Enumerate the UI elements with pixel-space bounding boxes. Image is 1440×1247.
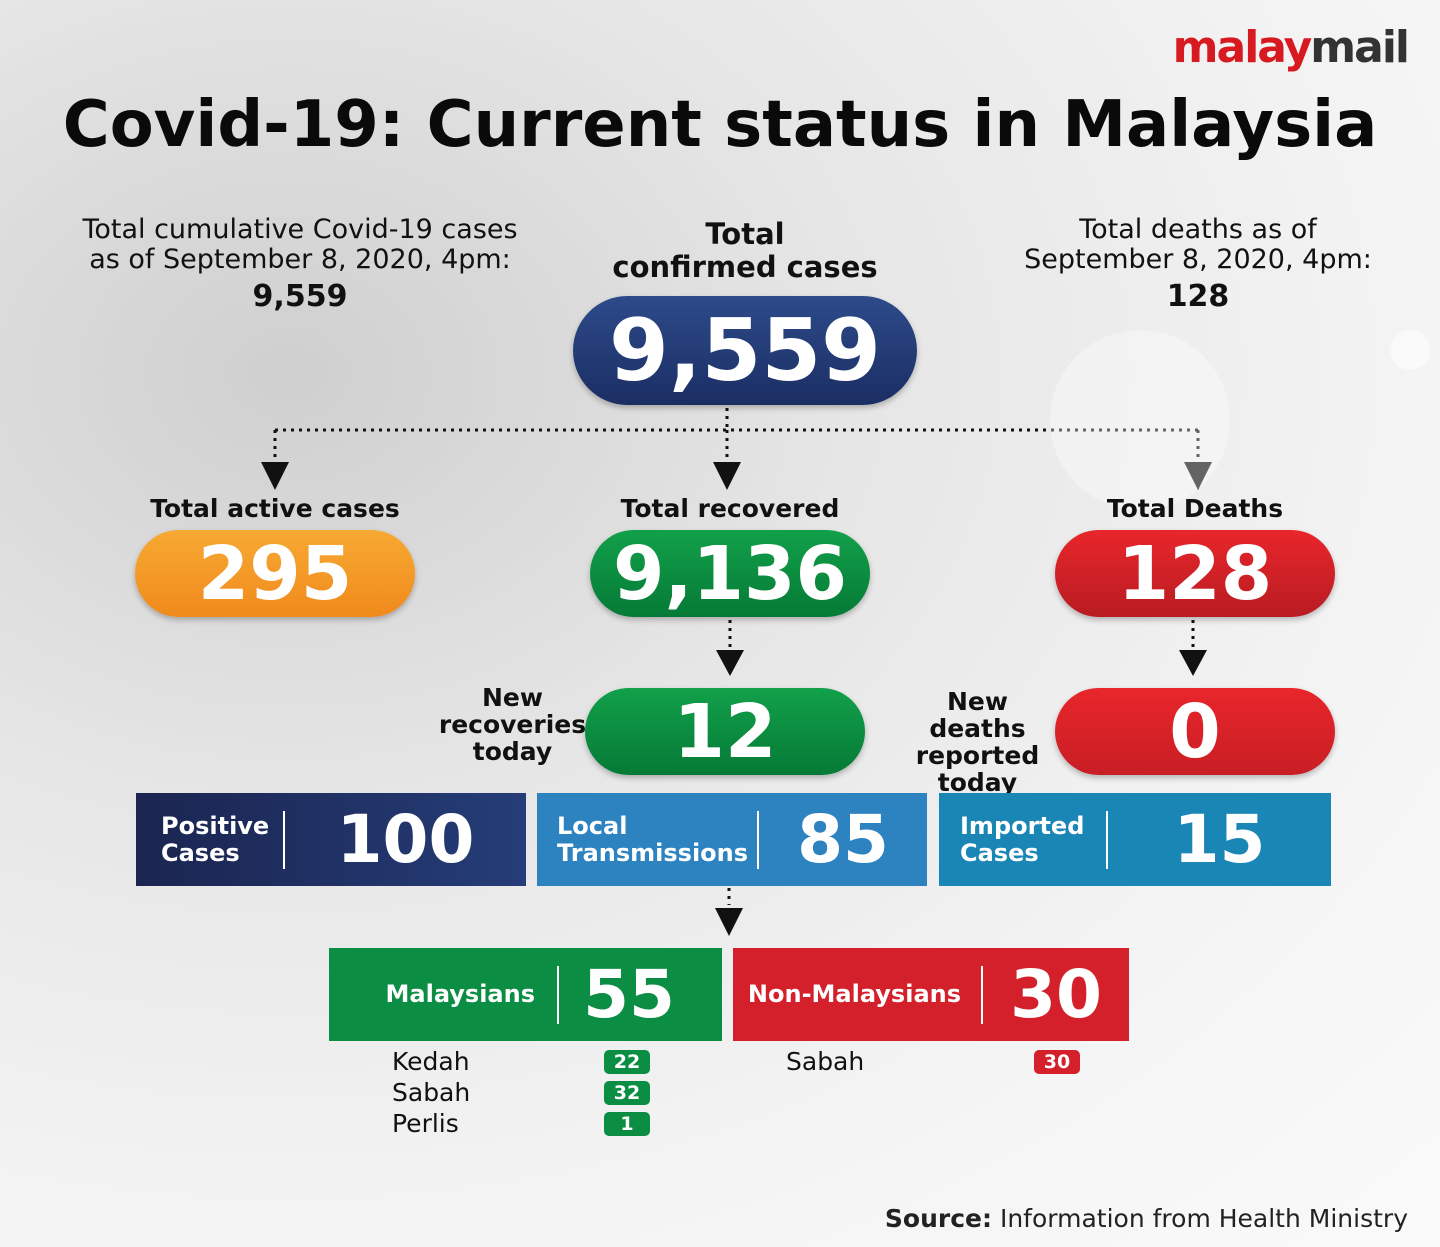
label-line: as of September 8, 2020, 4pm: xyxy=(89,244,511,275)
active-label: Total active cases xyxy=(150,494,400,523)
confirmed-value: 9,559 xyxy=(573,296,917,405)
breakdown-box: Local Transmissions 85 xyxy=(537,793,927,886)
breakdown-label: Positive Cases xyxy=(136,811,283,867)
state-name: Kedah xyxy=(392,1047,470,1076)
breakdown-label: Local Transmissions xyxy=(537,811,757,867)
label-line: today xyxy=(937,768,1018,797)
breakdown-value: 100 xyxy=(336,801,475,878)
breakdown-label: Imported Cases xyxy=(939,811,1106,867)
source: Source: Information from Health Ministry xyxy=(885,1204,1408,1233)
active-value: 295 xyxy=(135,530,415,617)
deaths-as-of: Total deaths as of September 8, 2020, 4p… xyxy=(1000,216,1396,318)
new-deaths-label: New deaths reported today xyxy=(895,688,1060,796)
origin-box: Non-Malaysians 30 xyxy=(733,948,1129,1041)
breakdown-box: Positive Cases 100 xyxy=(136,793,526,886)
label-line: Cases xyxy=(960,838,1039,867)
separator xyxy=(283,810,285,869)
breakdown-value: 15 xyxy=(1173,801,1266,878)
label-line: Local xyxy=(557,811,628,840)
new-deaths-value: 0 xyxy=(1055,688,1335,775)
separator xyxy=(981,965,983,1024)
brand-part: mail xyxy=(1310,22,1410,73)
new-recoveries-label: New recoveries today xyxy=(430,684,595,765)
breakdown-box: Imported Cases 15 xyxy=(939,793,1331,886)
state-value: 32 xyxy=(604,1081,650,1105)
origin-value: 30 xyxy=(1010,956,1102,1033)
value: 128 xyxy=(1166,279,1230,314)
separator xyxy=(1106,810,1108,869)
label-line: reported xyxy=(915,741,1040,770)
origin-label: Non-Malaysians xyxy=(747,980,962,1008)
label-line: September 8, 2020, 4pm: xyxy=(1024,244,1372,275)
separator xyxy=(757,810,759,869)
source-label: Source: xyxy=(884,1204,992,1233)
label-line: New xyxy=(482,683,543,712)
value: 9,559 xyxy=(252,279,348,314)
cumulative: Total cumulative Covid-19 cases as of Se… xyxy=(60,216,540,318)
label-line: Total deaths as of xyxy=(1079,214,1317,245)
label-line: Total cumulative Covid-19 cases xyxy=(82,214,518,245)
label-line: Total xyxy=(705,217,785,251)
brand: malaymail xyxy=(1172,22,1410,73)
recovered-value: 9,136 xyxy=(590,530,870,617)
breakdown-value: 85 xyxy=(797,801,889,878)
label-line: Positive xyxy=(161,811,270,840)
label-line: Imported xyxy=(960,811,1085,840)
state-name: Perlis xyxy=(392,1109,459,1138)
origin-value: 55 xyxy=(583,956,675,1033)
label-line: Transmissions xyxy=(557,838,749,867)
separator xyxy=(557,965,559,1024)
origin-label: Malaysians xyxy=(385,980,535,1008)
label-line: New deaths xyxy=(929,687,1026,743)
state-name: Sabah xyxy=(786,1047,865,1076)
label-line: today xyxy=(472,737,553,766)
state-name: Sabah xyxy=(392,1078,471,1107)
origin-box: Malaysians 55 xyxy=(329,948,722,1041)
source-text: Information from Health Ministry xyxy=(999,1204,1408,1233)
confirmed-label: Total confirmed cases xyxy=(545,218,945,284)
label-line: Cases xyxy=(161,838,240,867)
label-line: confirmed cases xyxy=(612,250,878,284)
label-line: recoveries xyxy=(438,710,587,739)
state-value: 22 xyxy=(604,1050,650,1074)
title: Covid-19: Current status in Malaysia xyxy=(62,88,1378,162)
recovered-label: Total recovered xyxy=(620,494,840,523)
state-value: 1 xyxy=(604,1112,650,1136)
deaths-label: Total Deaths xyxy=(1106,494,1284,523)
brand-part: malay xyxy=(1172,22,1313,73)
new-recoveries-value: 12 xyxy=(585,688,865,775)
deaths-value: 128 xyxy=(1055,530,1335,617)
state-value: 30 xyxy=(1034,1050,1080,1074)
